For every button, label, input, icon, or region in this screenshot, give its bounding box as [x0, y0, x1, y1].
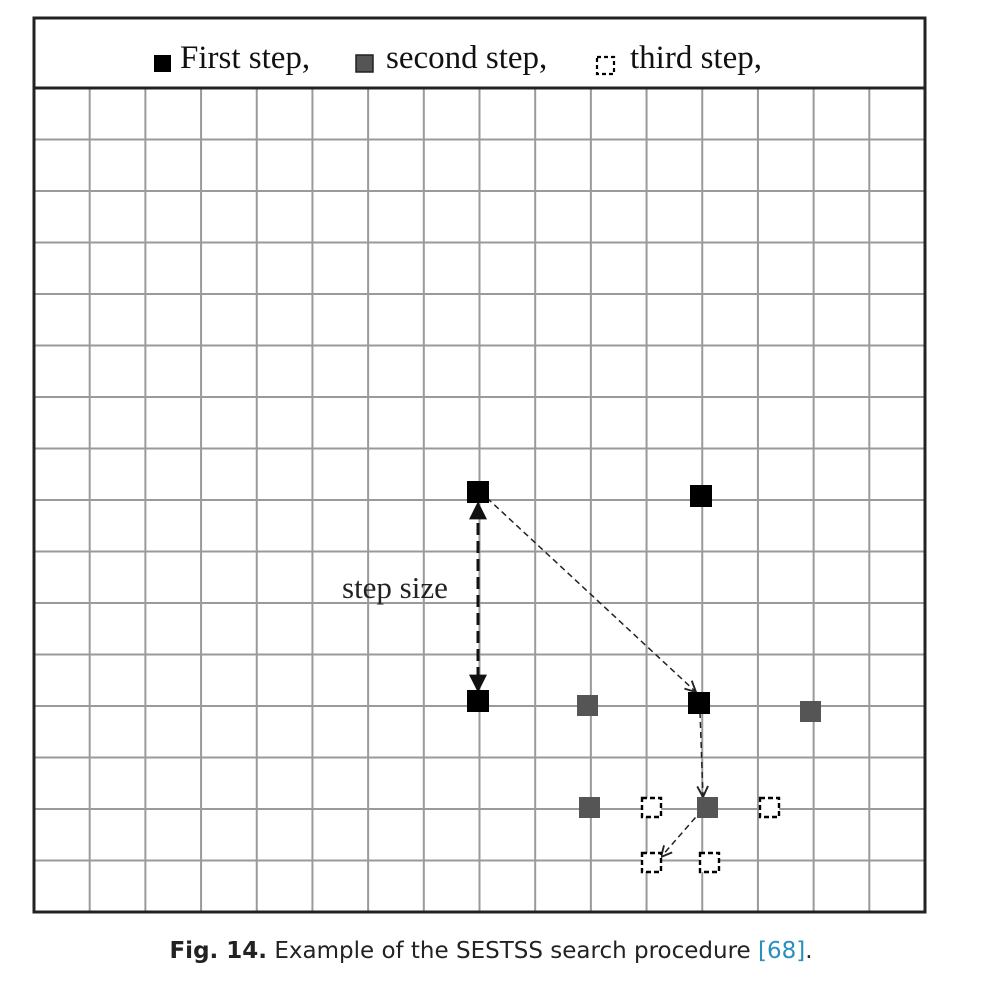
path-arrow-first-to-second [486, 497, 696, 692]
caption-text: Example of the SESTSS search procedure [274, 938, 751, 964]
third-step-point [640, 851, 663, 874]
caption-reference-link[interactable]: [68] [758, 938, 806, 964]
second-step-legend-label: second step, [386, 40, 547, 76]
second-step-legend-marker [355, 54, 374, 73]
first-step-point [467, 690, 489, 712]
legend-box [32, 16, 927, 90]
figure-number: Fig. 14. [169, 938, 268, 964]
second-step-point [697, 797, 718, 818]
third-step-point [698, 851, 721, 874]
caption-period: . [805, 938, 813, 964]
grid-border [32, 86, 927, 914]
second-step-point [579, 797, 600, 818]
third-step-legend-label: third step, [630, 40, 762, 76]
first-step-legend-label: First step, [180, 40, 310, 76]
first-step-legend-marker [154, 55, 171, 72]
second-step-point [577, 695, 598, 716]
path-arrow-third-to-final [661, 809, 703, 857]
third-step-point [758, 796, 781, 819]
path-arrow-second-to-third [700, 711, 703, 797]
second-step-point [800, 701, 821, 722]
first-step-point [690, 485, 712, 507]
third-step-point [640, 796, 663, 819]
step-size-label: step size [342, 570, 448, 605]
first-step-point [688, 692, 710, 714]
first-step-point [467, 481, 489, 503]
third-step-legend-marker [595, 55, 616, 76]
figure-caption: Fig. 14. Example of the SESTSS search pr… [0, 938, 982, 964]
